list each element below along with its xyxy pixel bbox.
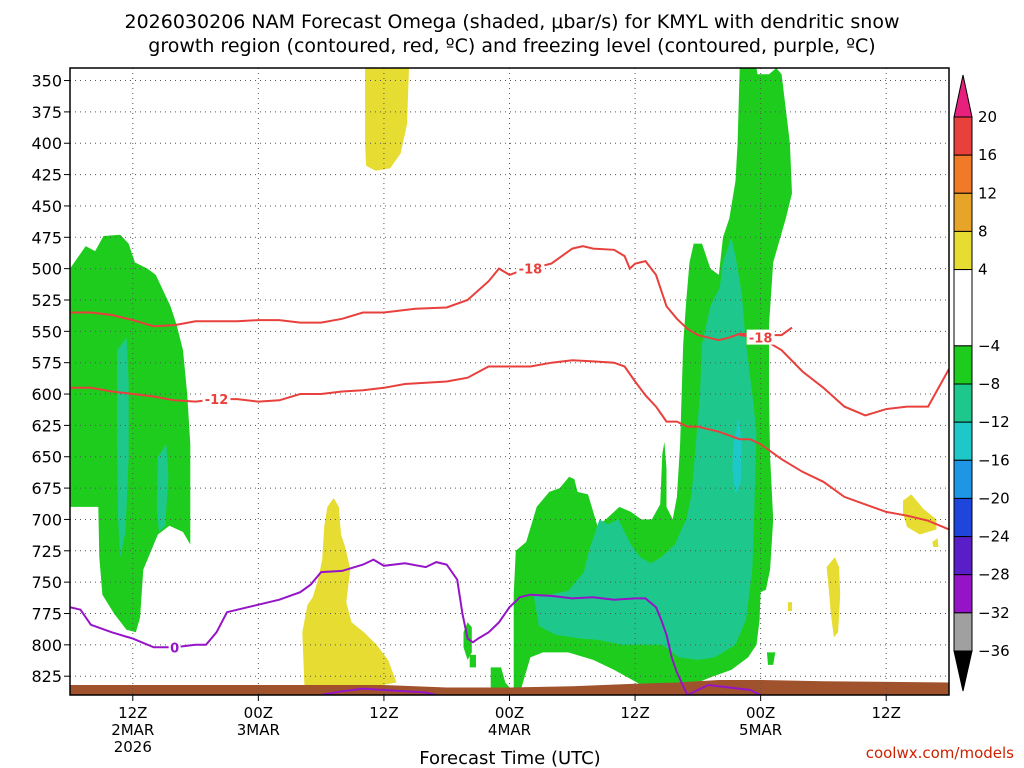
colorbar-segment-10 [953, 536, 973, 576]
y-tick-label-575: 575 [31, 354, 62, 373]
y-tick-label-650: 650 [31, 448, 62, 467]
credit-text: coolwx.com/models [866, 744, 1014, 762]
freezing-level-label-bg [168, 639, 181, 655]
y-tick-label-625: 625 [31, 416, 62, 435]
colorbar-label-7: −12 [978, 413, 1010, 431]
y-tick-label-775: 775 [31, 604, 62, 623]
omega-ascent-bottom-blob [490, 667, 512, 690]
colorbar-segment-12 [953, 612, 973, 652]
y-tick-label-350: 350 [31, 72, 62, 91]
plot-background [70, 68, 949, 695]
y-tick-label-750: 750 [31, 573, 62, 592]
colorbar-label-5: −4 [978, 337, 1000, 355]
y-tick-label-425: 425 [31, 166, 62, 185]
omega-descent-east-4 [932, 538, 939, 547]
colorbar-segment-1 [953, 154, 973, 194]
y-axis: 350 375 400 425 450 475 500 525 550 575 600 625 650 6… [31, 72, 70, 686]
dgz-minus-18-east-label: -18 [749, 332, 773, 347]
x-tick-label-18-1: 3MAR [237, 721, 280, 739]
y-tick-label-550: 550 [31, 322, 62, 341]
x-tick-label-42-1: 4MAR [488, 721, 531, 739]
omega-descent-east-1 [903, 494, 937, 535]
colorbar-label-6: −8 [978, 375, 1000, 393]
x-tick-label-66-1: 5MAR [739, 721, 782, 739]
y-tick-label-800: 800 [31, 636, 62, 655]
x-tick-label-54-0: 12Z [620, 704, 649, 722]
omega-ascent-west [70, 234, 191, 633]
colorbar-label-12: −32 [978, 604, 1010, 622]
terrain [70, 680, 949, 695]
y-tick-label-700: 700 [31, 510, 62, 529]
dgz-minus-18-label-bg [516, 260, 545, 276]
y-tick-label-375: 375 [31, 103, 62, 122]
dgz-minus-18-east-line [739, 334, 949, 417]
x-tick-label-18-0: 00Z [244, 704, 273, 722]
contour-lines: -18 -12 -18 0 [70, 245, 949, 695]
dgz-minus-18-label: -18 [519, 263, 543, 278]
colorbar-label-8: −16 [978, 451, 1010, 469]
colorbar-segment-6 [953, 383, 973, 423]
omega-descent-east-2 [826, 557, 841, 638]
y-tick-label-675: 675 [31, 479, 62, 498]
colorbar-label-13: −36 [978, 642, 1010, 660]
dgz-minus-12-label: -12 [205, 393, 229, 408]
colorbar-label-3: 8 [978, 222, 988, 240]
colorbar-label-0: 20 [978, 108, 997, 126]
omega-ascent-left-blob2 [469, 654, 476, 668]
x-axis-title: Forecast Time (UTC) [419, 748, 600, 768]
x-tick-label-78-0: 12Z [872, 704, 901, 722]
y-tick-label-475: 475 [31, 228, 62, 247]
y-tick-label-600: 600 [31, 385, 62, 404]
colorbar-label-9: −20 [978, 489, 1010, 507]
colorbar-segment-2 [953, 192, 973, 232]
x-tick-label-30-0: 12Z [369, 704, 398, 722]
omega-ascent-mid-core [533, 237, 757, 660]
colorbar-segment-0 [953, 116, 973, 156]
y-tick-label-400: 400 [31, 134, 62, 153]
colorbar-label-4: 4 [978, 261, 988, 279]
colorbar-label-1: 16 [978, 146, 997, 164]
colorbar-segment-11 [953, 574, 973, 614]
colorbar-segment-3 [953, 230, 973, 271]
y-tick-label-450: 450 [31, 197, 62, 216]
x-tick-label-6-0: 12Z [118, 704, 147, 722]
colorbar-segment-4 [953, 269, 973, 347]
omega-ascent-west-core-2 [156, 444, 169, 532]
x-tick-label-6-2: 2026 [114, 738, 152, 756]
colorbar-label-10: −24 [978, 528, 1010, 546]
dgz-minus-12-label-bg [202, 391, 231, 407]
freezing-level-label: 0 [170, 641, 179, 656]
colorbar-segment-9 [953, 497, 973, 538]
freezing-level-bottom-line [320, 687, 437, 695]
colorbar-label-11: −28 [978, 566, 1010, 584]
colorbar-bottom-cap [953, 650, 973, 692]
dgz-minus-12-line [70, 359, 949, 531]
colorbar-segment-7 [953, 421, 973, 461]
x-tick-label-6-1: 2MAR [111, 721, 154, 739]
plot-area [70, 68, 949, 695]
omega-descent-upper [365, 68, 409, 171]
chart-title-line1: 2026030206 NAM Forecast Omega (shaded, μ… [124, 11, 899, 33]
omega-descent-east-3 [787, 602, 792, 611]
y-tick-label-500: 500 [31, 260, 62, 279]
x-tick-label-42-0: 00Z [495, 704, 524, 722]
chart-title-line2: growth region (contoured, red, ºC) and f… [148, 35, 875, 57]
omega-ascent-small-east [766, 652, 776, 665]
dgz-minus-18-east-label-bg [746, 329, 775, 345]
colorbar-segment-8 [953, 459, 973, 499]
colorbar-label-2: 12 [978, 184, 997, 202]
x-tick-label-66-0: 00Z [746, 704, 775, 722]
y-tick-label-825: 825 [31, 667, 62, 686]
y-tick-label-725: 725 [31, 542, 62, 561]
colorbar-segment-5 [953, 345, 973, 385]
y-tick-label-525: 525 [31, 291, 62, 310]
colorbar-top-cap [953, 74, 973, 118]
omega-descent-low [302, 498, 397, 695]
freezing-level-line [70, 558, 689, 695]
colorbar: 20 16 12 8 4 −4 −8 −12 −16 −20 −24 −28 −32 −36 [953, 74, 1010, 692]
freezing-level-east-line [686, 683, 762, 695]
